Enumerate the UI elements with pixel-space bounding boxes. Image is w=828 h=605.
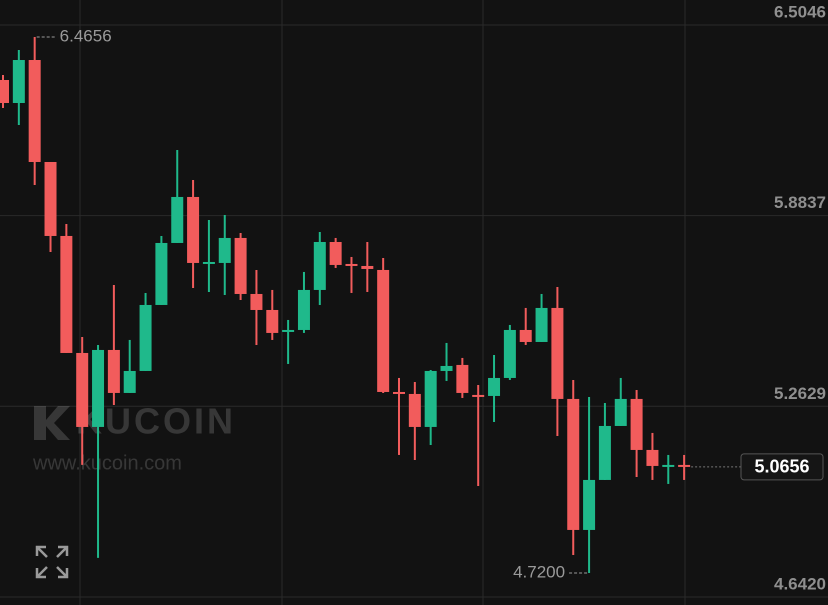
- candle-body: [535, 307, 548, 342]
- candle-body: [218, 237, 231, 263]
- candle-body: [107, 349, 120, 393]
- candle-body: [424, 370, 437, 427]
- y-tick-label: 5.8837: [774, 193, 826, 212]
- time-grid: [79, 0, 686, 605]
- expand-corner: [35, 566, 48, 579]
- candle-body: [440, 365, 453, 371]
- candle-body: [361, 265, 374, 269]
- candle-body: [313, 241, 326, 290]
- candle-body: [646, 449, 659, 466]
- candle-body: [44, 161, 57, 236]
- last-price-box: [740, 453, 824, 481]
- low-label: 4.7200: [513, 563, 565, 582]
- candle-body: [393, 391, 405, 394]
- candle-body: [519, 329, 532, 342]
- candle-body: [472, 394, 485, 397]
- y-tick-label: 5.2629: [774, 384, 826, 403]
- candle-body: [297, 289, 310, 330]
- candle-body: [234, 237, 247, 294]
- candle-body: [155, 242, 168, 305]
- candle-body: [329, 241, 342, 265]
- expand-corner: [56, 545, 69, 558]
- y-tick-label: 4.6420: [774, 574, 826, 593]
- candle-body: [345, 263, 358, 266]
- expand-corner: [56, 566, 69, 579]
- candle-body: [60, 235, 73, 353]
- high-label: 6.4656: [60, 26, 112, 45]
- expand-corner: [35, 545, 48, 558]
- expand-icon[interactable]: [35, 545, 69, 579]
- candle-body: [456, 364, 469, 393]
- candle-body: [614, 398, 627, 426]
- candle-body: [12, 60, 25, 103]
- candle-body: [0, 79, 9, 103]
- candle-body: [630, 398, 643, 450]
- candle-body: [123, 370, 136, 393]
- overlay: 6.4656 4.7200 5.0656: [36, 26, 824, 582]
- candle-body: [250, 293, 263, 310]
- candle-body: [28, 60, 41, 162]
- candle-body: [139, 304, 152, 371]
- watermark-logo: [34, 406, 70, 440]
- candle-body: [282, 329, 295, 332]
- watermark: KUCOIN www.kucoin.com: [32, 401, 233, 475]
- candle-body: [92, 349, 105, 427]
- candle-body: [551, 307, 564, 399]
- candle-body: [408, 393, 421, 427]
- y-tick-label: 6.5046: [774, 2, 826, 21]
- last-price-label: 5.0656: [754, 457, 809, 477]
- candle-body: [488, 377, 501, 396]
- candle-body: [503, 329, 516, 378]
- candle-body: [202, 261, 215, 264]
- candle-body: [567, 398, 580, 530]
- candle-body: [187, 196, 200, 263]
- candle-body: [662, 464, 675, 467]
- candle-body: [598, 425, 611, 480]
- candles: [0, 36, 691, 574]
- candle-body: [377, 269, 390, 392]
- watermark-url: www.kucoin.com: [32, 452, 182, 474]
- candle-body: [678, 464, 691, 467]
- candle-body: [583, 479, 596, 530]
- candle-body: [266, 309, 279, 333]
- candle-body: [171, 196, 184, 243]
- candle-body: [76, 352, 89, 427]
